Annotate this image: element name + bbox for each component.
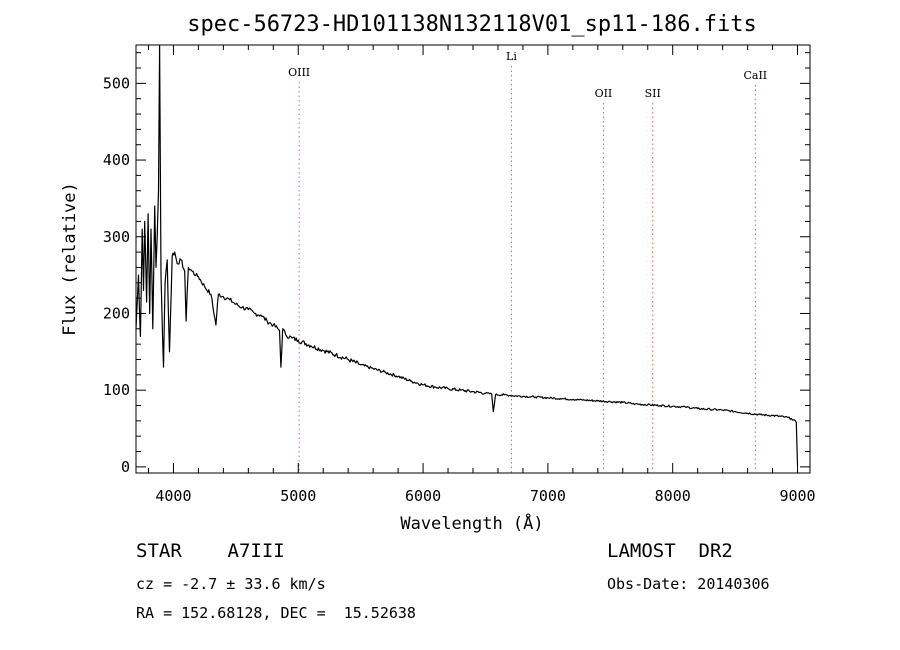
y-tick-label-400: 400 <box>103 151 130 169</box>
spectral-line-label-oii: OII <box>595 87 613 100</box>
spectral-line-label-sii: SII <box>645 87 661 100</box>
y-axis-label: Flux (relative) <box>60 182 80 336</box>
y-tick-label-100: 100 <box>103 381 130 399</box>
spectrum-series-line <box>135 44 799 466</box>
coordinates-text: RA = 152.68128, DEC = 15.52638 <box>136 604 416 622</box>
spectral-line-label-oiii: OIII <box>288 66 310 79</box>
y-tick-label-300: 300 <box>103 228 130 246</box>
x-tick-label-7000: 7000 <box>530 487 566 505</box>
axis-ticks: 4000 5000 6000 7000 8000 9000 0 100 200 300 400 500 <box>103 45 816 505</box>
x-tick-label-6000: 6000 <box>405 487 441 505</box>
x-tick-label-9000: 9000 <box>779 487 815 505</box>
survey-name-text: LAMOST DR2 <box>607 540 733 562</box>
obs-date-text: Obs-Date: 20140306 <box>607 575 770 593</box>
y-tick-label-200: 200 <box>103 304 130 322</box>
redshift-text: cz = -2.7 ± 33.6 km/s <box>136 575 326 593</box>
spectral-line-label-caii: CaII <box>743 69 767 82</box>
x-tick-label-4000: 4000 <box>155 487 191 505</box>
chart-title: spec-56723-HD101138N132118V01_sp11-186.f… <box>187 12 757 37</box>
y-tick-label-500: 500 <box>103 74 130 92</box>
object-class-text: STAR A7III <box>136 540 285 562</box>
y-tick-label-0: 0 <box>121 458 130 476</box>
x-tick-label-8000: 8000 <box>655 487 691 505</box>
spectral-line-markers: OIII Li OII SII CaII <box>288 50 767 473</box>
x-tick-label-5000: 5000 <box>280 487 316 505</box>
x-axis-label: Wavelength (Å) <box>400 512 543 534</box>
spectral-line-label-li: Li <box>506 50 517 63</box>
